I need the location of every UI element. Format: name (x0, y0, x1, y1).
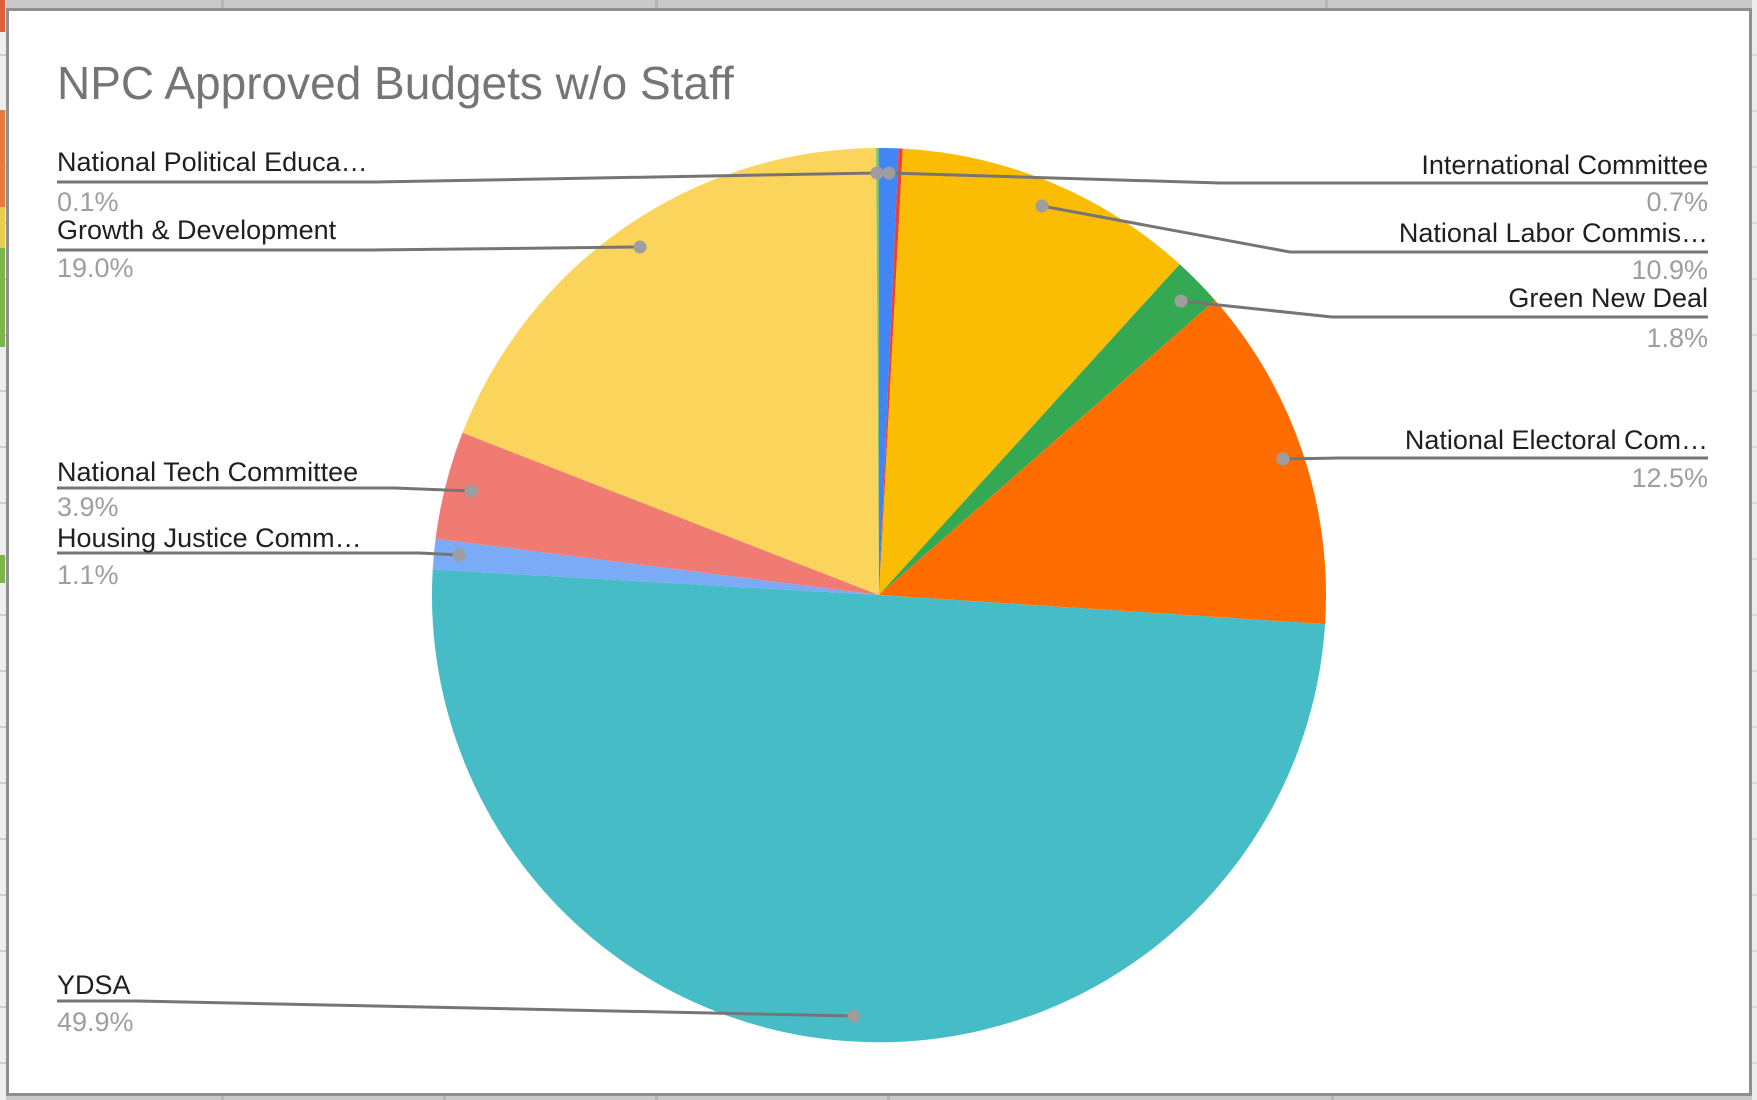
callout-label-international-committee: International Committee (1421, 150, 1708, 180)
leader-dot-housing-justice-comm (452, 548, 466, 562)
pie-slice-national-tech-committee[interactable] (435, 432, 879, 595)
pie-slice-international-committee[interactable] (879, 148, 899, 595)
callout-label-national-tech-committee: National Tech Committee (57, 457, 359, 487)
pie-slice-national-electoral-com[interactable] (879, 300, 1326, 625)
leader-line-growth-development (57, 245, 641, 252)
sheet-cell-color (0, 248, 5, 347)
sheet-edge-left (0, 0, 6, 1100)
pie-slice-unlabeled[interactable] (879, 148, 903, 595)
callout-pct-national-labor-commis: 10.9% (1631, 255, 1708, 285)
pie-slice-national-political-educa[interactable] (876, 148, 879, 595)
sheet-cell-color (0, 110, 5, 207)
sheet-edge-bottom (0, 1096, 1757, 1100)
callout-pct-green-new-deal: 1.8% (1646, 323, 1708, 353)
chart-title: NPC Approved Budgets w/o Staff (57, 57, 734, 109)
leader-dot-national-labor-commis (1035, 199, 1049, 213)
cell-border-mark (221, 0, 224, 8)
leader-dot-green-new-deal (1174, 294, 1188, 308)
pie-slice-green-new-deal[interactable] (879, 264, 1216, 595)
leader-line-national-political-educa (57, 171, 878, 184)
callout-label-national-political-educa: National Political Educa… (57, 147, 368, 177)
callout-label-housing-justice-comm: Housing Justice Comm… (57, 523, 362, 553)
callout-label-ydsa: YDSA (57, 970, 131, 1000)
cell-border-mark (443, 1096, 446, 1100)
callout-pct-housing-justice-comm: 1.1% (57, 560, 119, 590)
leader-line-international-committee (888, 171, 1708, 185)
cell-border-mark (887, 1096, 890, 1100)
leader-dot-ydsa (847, 1009, 861, 1023)
callout-label-national-labor-commis: National Labor Commis… (1398, 218, 1708, 248)
callout-pct-national-electoral-com: 12.5% (1631, 463, 1708, 493)
pie-slice-national-labor-commis[interactable] (879, 148, 1180, 595)
sheet-edge-right (1752, 0, 1757, 1100)
callout-label-growth-development: Growth & Development (57, 215, 337, 245)
leader-line-national-electoral-com (1282, 456, 1708, 461)
leader-dot-national-political-educa (870, 166, 884, 180)
leader-line-housing-justice-comm (57, 551, 460, 557)
callout-pct-ydsa: 49.9% (57, 1007, 134, 1037)
sheet-cell-color (0, 555, 5, 583)
leader-line-ydsa (57, 999, 855, 1018)
callout-pct-growth-development: 19.0% (57, 253, 134, 283)
leader-line-national-labor-commis (1041, 204, 1708, 254)
sheet-cell-color (0, 0, 5, 32)
callout-label-green-new-deal: Green New Deal (1508, 283, 1708, 313)
cell-border-mark (221, 1096, 224, 1100)
pie-slice-housing-justice-comm[interactable] (432, 538, 879, 595)
sheet-cell-color (0, 207, 5, 248)
callout-pct-national-political-educa: 0.1% (57, 187, 119, 217)
leader-dot-growth-development (633, 240, 647, 254)
callout-label-national-electoral-com: National Electoral Com… (1404, 425, 1708, 455)
leader-line-green-new-deal (1180, 299, 1708, 319)
cell-border-mark (1331, 1096, 1334, 1100)
pie-slice-growth-development[interactable] (462, 148, 879, 595)
leader-dot-national-electoral-com (1276, 452, 1290, 466)
cell-border-mark (655, 1096, 658, 1100)
cell-border-mark (1325, 0, 1328, 8)
pie-slice-ydsa[interactable] (431, 569, 1326, 1043)
callout-pct-national-tech-committee: 3.9% (57, 492, 119, 522)
callout-pct-international-committee: 0.7% (1646, 187, 1708, 217)
sheet-edge-top (0, 0, 1757, 8)
leader-line-national-tech-committee (57, 486, 472, 493)
leader-dot-national-tech-committee (464, 484, 478, 498)
leader-dot-international-committee (882, 166, 896, 180)
cell-border-mark (655, 0, 658, 8)
